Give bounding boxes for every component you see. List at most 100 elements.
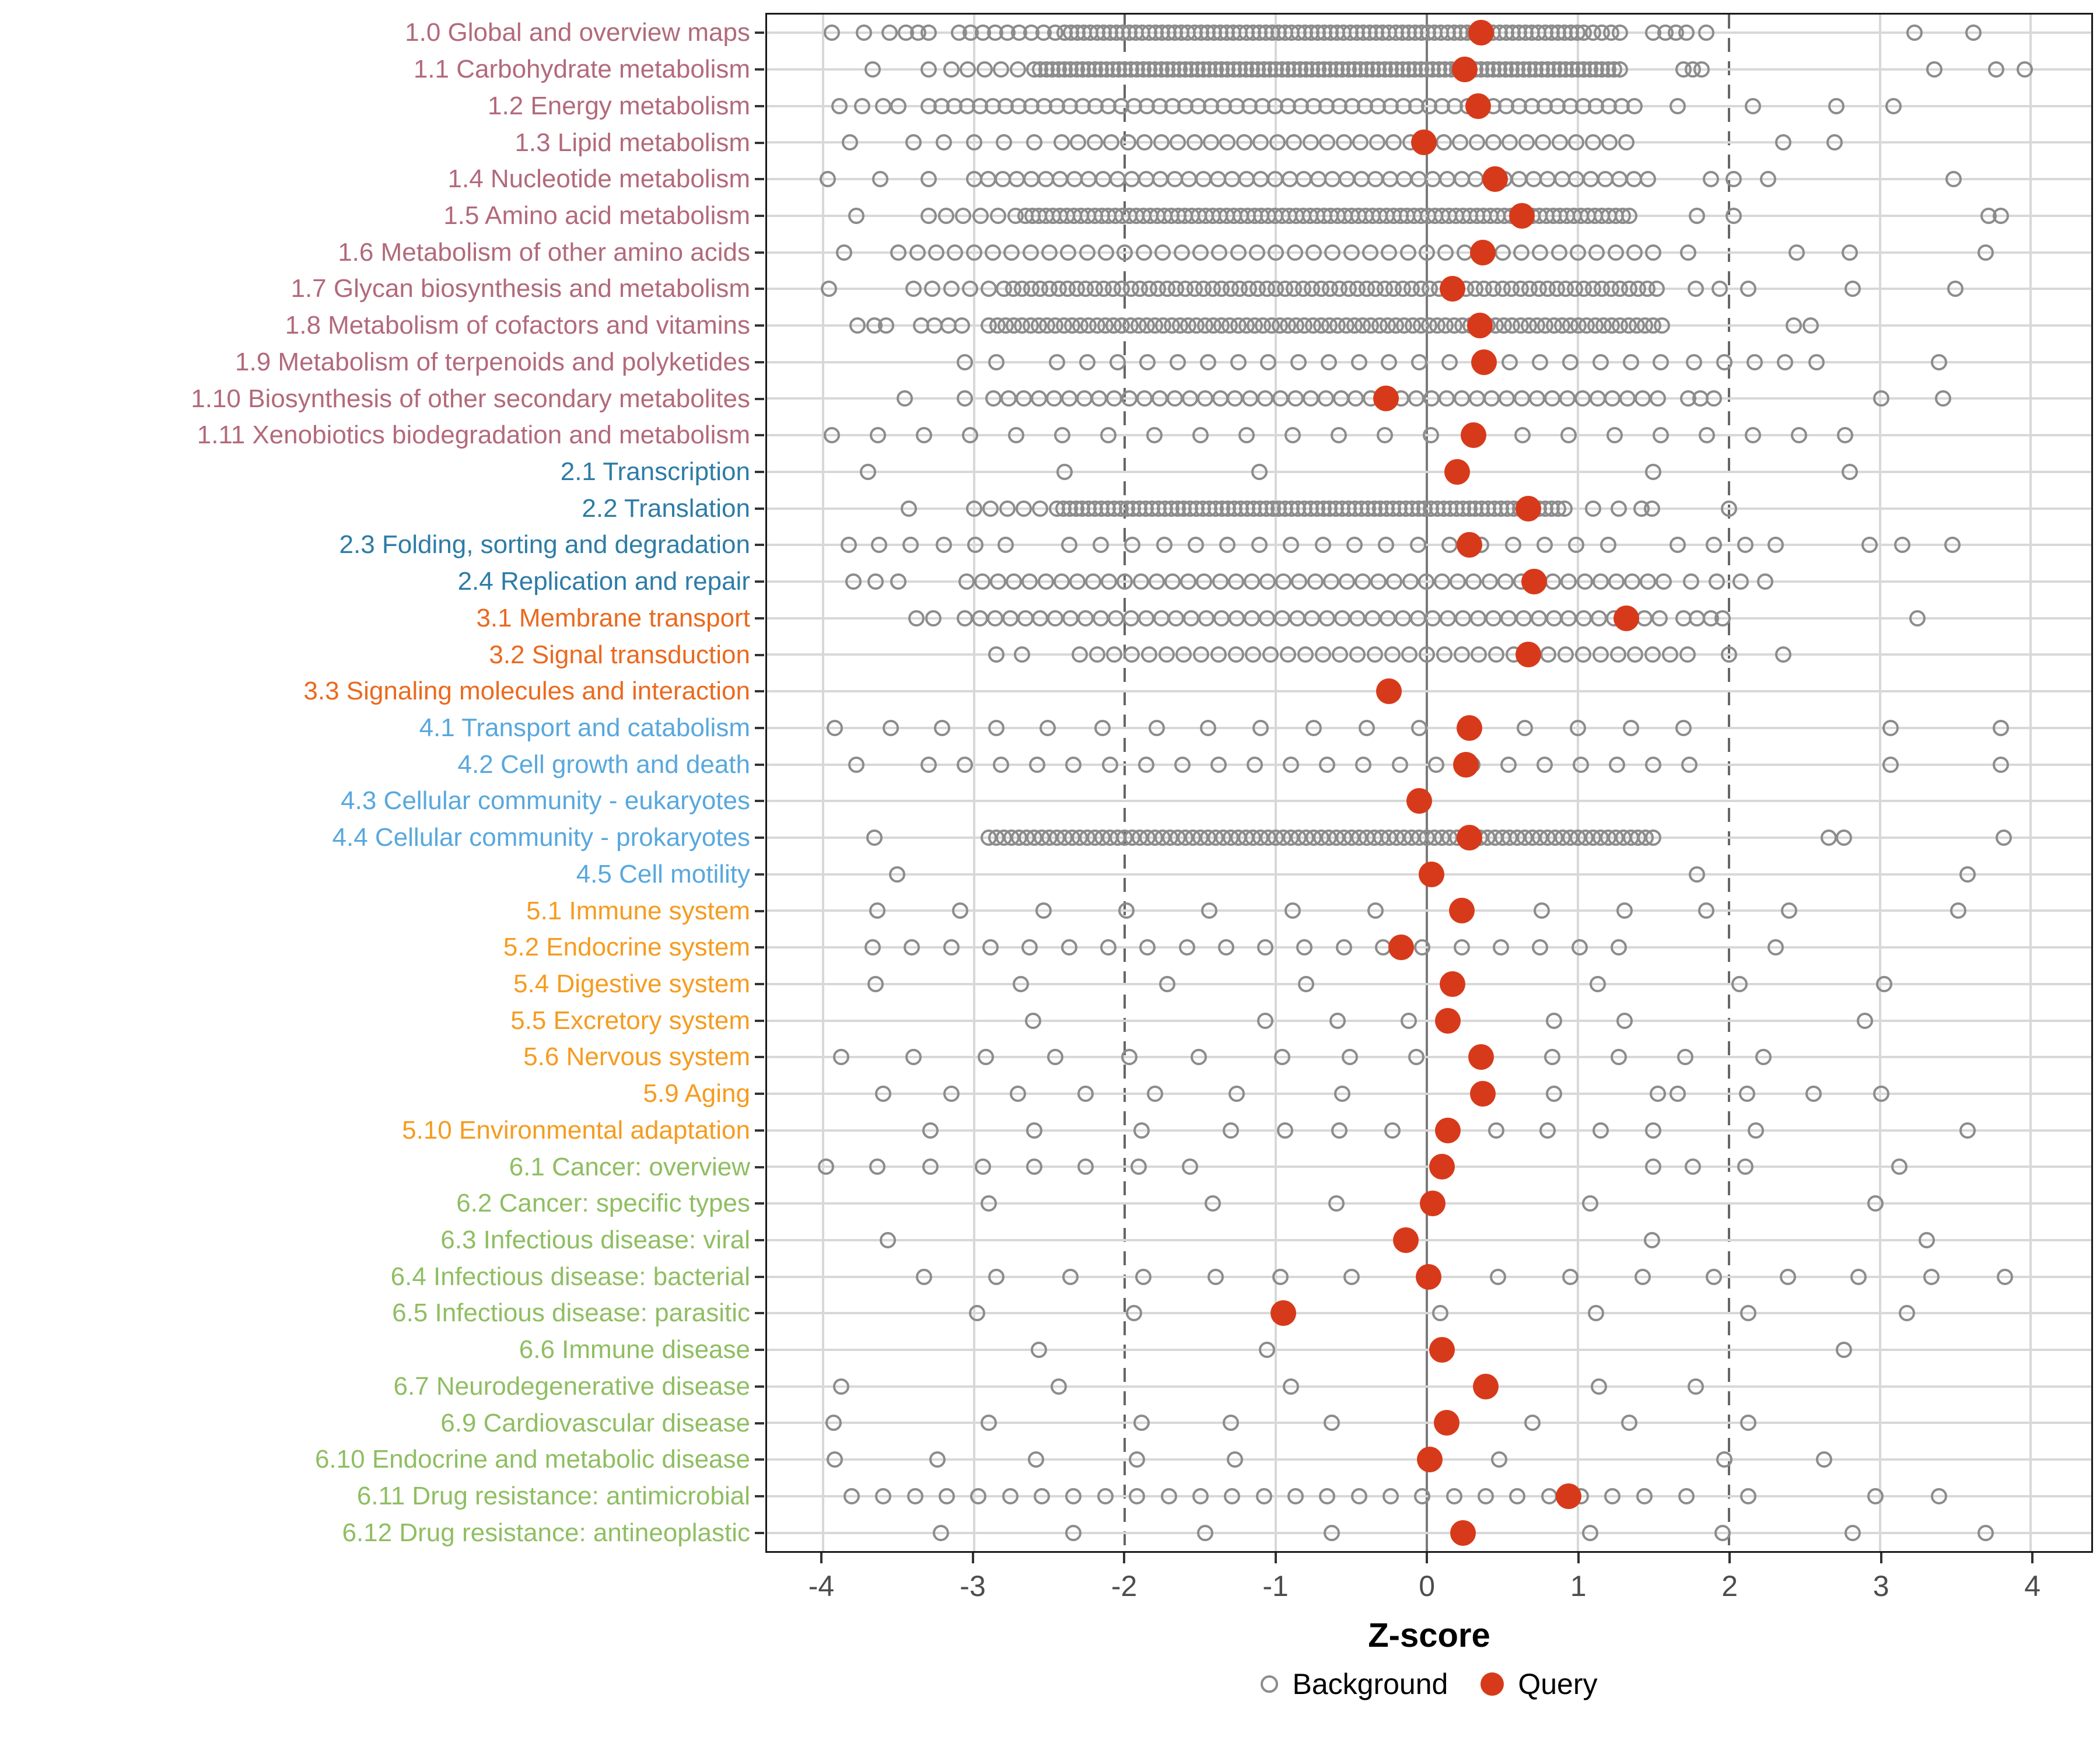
background-point [905, 1049, 922, 1066]
background-point [1411, 354, 1428, 370]
background-point [962, 427, 979, 444]
background-point [1314, 537, 1331, 554]
query-point [1429, 1337, 1455, 1363]
y-axis-tick [755, 1531, 764, 1534]
category-row [767, 51, 2091, 88]
background-point [1230, 354, 1247, 370]
background-point [1098, 244, 1115, 261]
background-point [890, 573, 907, 590]
x-axis-tick-label: 4 [2024, 1570, 2041, 1602]
background-point [920, 61, 937, 78]
background-point [1335, 939, 1352, 956]
background-point [1283, 537, 1300, 554]
background-point [1272, 1268, 1289, 1285]
background-point [1154, 244, 1171, 261]
background-point [1645, 463, 1662, 480]
background-point [1196, 1524, 1213, 1541]
background-point [1634, 1268, 1651, 1285]
category-row [767, 88, 2091, 124]
background-point [1468, 390, 1485, 407]
background-point [1016, 500, 1032, 517]
background-point [1257, 1012, 1274, 1029]
background-point [1584, 134, 1601, 151]
background-point [1592, 1122, 1609, 1139]
background-point [1622, 719, 1639, 736]
x-axis-tick-label: 0 [1419, 1570, 1435, 1602]
background-point [986, 610, 1003, 626]
background-point [1054, 427, 1071, 444]
gridline-x-4 [2029, 15, 2032, 1551]
background-point [1196, 573, 1213, 590]
background-point [1930, 354, 1947, 370]
background-point [1441, 537, 1458, 554]
background-point [974, 573, 991, 590]
background-point [1725, 171, 1742, 188]
background-point [1202, 134, 1219, 151]
gridline-y [767, 1312, 2091, 1315]
background-point [1544, 1049, 1560, 1066]
category-row [767, 564, 2091, 600]
y-axis-tick [755, 1056, 764, 1059]
background-point [1669, 537, 1686, 554]
category-label: 4.4 Cellular community - prokaryotes [332, 823, 750, 852]
y-axis-tick [755, 178, 764, 181]
query-point [1468, 1044, 1494, 1070]
background-point [1338, 573, 1355, 590]
background-point [1781, 902, 1798, 919]
background-point [957, 756, 974, 773]
y-axis-tick [755, 507, 764, 510]
background-point [1899, 1305, 1916, 1322]
background-point [1002, 1488, 1019, 1504]
background-point [1335, 134, 1352, 151]
background-point [985, 390, 1002, 407]
query-point [1410, 130, 1437, 156]
query-point [1417, 1447, 1443, 1473]
background-point [1101, 756, 1118, 773]
background-point [1065, 1524, 1082, 1541]
background-point [1158, 646, 1175, 663]
background-point [1779, 1268, 1796, 1285]
background-point [1268, 244, 1284, 261]
x-axis-tick [1274, 1553, 1277, 1563]
query-point [1418, 861, 1444, 887]
background-point [1322, 573, 1339, 590]
category-label: 6.5 Infectious disease: parasitic [392, 1298, 750, 1328]
background-point [947, 244, 964, 261]
y-axis-tick [755, 1422, 764, 1424]
background-point [1394, 610, 1411, 626]
background-point [1488, 1122, 1505, 1139]
background-point [1135, 244, 1152, 261]
background-point [1532, 939, 1549, 956]
background-point [1470, 610, 1487, 626]
background-point [916, 1268, 933, 1285]
background-point [1370, 573, 1387, 590]
background-point [1438, 390, 1455, 407]
background-point [1100, 427, 1116, 444]
background-point [968, 1305, 985, 1322]
background-point [1414, 1488, 1431, 1504]
background-point [1047, 1049, 1064, 1066]
background-point [1805, 1086, 1822, 1102]
background-point [1524, 1415, 1541, 1432]
y-axis-tick [755, 68, 764, 71]
y-axis-tick [755, 909, 764, 912]
background-point [1314, 646, 1331, 663]
background-point [1213, 610, 1230, 626]
background-point [1026, 1122, 1043, 1139]
background-point [1550, 244, 1567, 261]
y-axis-tick [755, 251, 764, 254]
background-point [1959, 866, 1976, 883]
background-point [1748, 1122, 1765, 1139]
background-point [875, 97, 892, 114]
background-point [1737, 1158, 1754, 1175]
background-point [825, 1415, 842, 1432]
background-point [1367, 902, 1384, 919]
background-point [1705, 537, 1722, 554]
x-axis-tick [1577, 1553, 1580, 1563]
background-point [860, 463, 877, 480]
category-row [767, 234, 2091, 271]
background-point [1499, 390, 1516, 407]
category-row [767, 1258, 2091, 1295]
background-point [866, 830, 883, 846]
background-point [1386, 573, 1403, 590]
